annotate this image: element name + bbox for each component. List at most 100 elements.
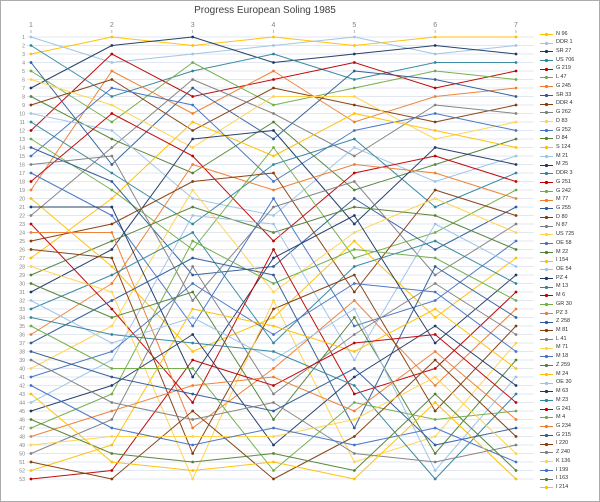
svg-text:12: 12 (19, 128, 25, 134)
svg-text:4: 4 (22, 60, 25, 66)
svg-text:5: 5 (352, 22, 356, 29)
legend-item: M 21 (540, 152, 599, 161)
legend-label: SR 33 (556, 91, 572, 98)
series-oe-58 (29, 171, 518, 328)
legend-marker-icon (540, 320, 553, 324)
series-m-21 (29, 112, 518, 217)
legend-label: G 251 (556, 178, 571, 185)
svg-text:16: 16 (19, 162, 25, 168)
svg-text:8: 8 (22, 94, 25, 100)
series-m-77 (29, 163, 518, 336)
legend-item: G 252 (540, 126, 599, 135)
legend-item: PZ 4 (540, 274, 599, 283)
legend-marker-icon (540, 381, 553, 385)
legend-label: M 81 (556, 327, 569, 334)
legend-marker-icon (540, 32, 553, 36)
series-k-136 (29, 375, 518, 455)
legend-marker-icon (540, 294, 553, 298)
series-g-219 (29, 52, 518, 132)
legend-label: OE 54 (556, 266, 572, 273)
svg-text:27: 27 (19, 256, 25, 262)
legend-label: L 41 (556, 335, 567, 342)
series-m-25 (29, 129, 518, 294)
legend-item: DDR 1 (540, 39, 599, 48)
series-g-241 (29, 333, 518, 481)
legend-marker-icon (540, 311, 553, 315)
svg-text:28: 28 (19, 264, 25, 270)
legend-item: G 262 (540, 108, 599, 117)
legend-marker-icon (540, 276, 553, 281)
legend-label: M 77 (556, 196, 569, 203)
legend-marker-icon (540, 259, 553, 263)
legend-label: D 84 (556, 135, 568, 142)
legend-marker-icon (540, 207, 553, 211)
legend-marker-icon (540, 486, 553, 490)
legend-item: I 220 (540, 440, 599, 449)
legend-item: M 6 (540, 292, 599, 301)
legend-marker-icon (540, 198, 553, 202)
legend-marker-icon (540, 93, 553, 97)
series-line (30, 334, 517, 480)
legend-item: M 81 (540, 326, 599, 335)
series-us-725 (29, 188, 518, 370)
legend-marker-icon (540, 372, 553, 376)
legend-label: PZ 4 (556, 274, 568, 281)
legend-label: M 4 (556, 414, 566, 421)
legend-marker-icon (540, 41, 553, 45)
series-i-214 (29, 392, 518, 481)
svg-text:2: 2 (110, 22, 114, 29)
series-lines (29, 35, 518, 481)
series-us-706 (29, 44, 518, 98)
svg-text:5: 5 (22, 69, 25, 75)
svg-text:48: 48 (19, 434, 25, 440)
series-pz-4 (29, 205, 518, 379)
svg-text:43: 43 (19, 392, 25, 398)
legend-label: L 47 (556, 74, 567, 81)
legend-item: L 41 (540, 335, 599, 344)
series-g-262 (29, 78, 518, 217)
legend-marker-icon (540, 50, 553, 54)
legend-item: US 725 (540, 231, 599, 240)
svg-text:25: 25 (19, 239, 25, 245)
legend-item: L 47 (540, 74, 599, 83)
legend-item: M 71 (540, 344, 599, 353)
series-n-87 (29, 154, 518, 302)
legend-item: GR 30 (540, 300, 599, 309)
legend-item: G 255 (540, 204, 599, 213)
legend-label: G 252 (556, 126, 571, 133)
svg-text:9: 9 (22, 103, 25, 109)
legend-marker-icon (540, 355, 553, 359)
legend-item: D 84 (540, 135, 599, 144)
legend: N 96 DDR 1 SR 27 US 706 G 219 L 47 G 245 SR 33 D… (540, 30, 599, 492)
svg-text:29: 29 (19, 273, 25, 279)
svg-text:39: 39 (19, 358, 25, 364)
svg-text:17: 17 (19, 171, 25, 177)
series-line (30, 53, 517, 131)
series-g-242 (29, 137, 518, 260)
svg-text:52: 52 (19, 468, 25, 474)
legend-label: D 83 (556, 117, 568, 124)
svg-text:15: 15 (19, 154, 25, 160)
legend-label: N 87 (556, 222, 568, 229)
legend-label: M 25 (556, 161, 569, 168)
svg-text:42: 42 (19, 383, 25, 389)
legend-item: PZ 3 (540, 309, 599, 318)
legend-item: M 4 (540, 414, 599, 423)
legend-item: SR 27 (540, 47, 599, 56)
svg-text:14: 14 (19, 145, 25, 151)
svg-text:35: 35 (19, 324, 25, 330)
legend-marker-icon (540, 459, 553, 464)
svg-text:30: 30 (19, 281, 25, 287)
legend-item: OE 30 (540, 379, 599, 388)
legend-label: I 214 (556, 483, 569, 490)
series-g-234 (29, 350, 518, 438)
legend-marker-icon (540, 111, 553, 115)
svg-text:38: 38 (19, 349, 25, 355)
legend-item: G 219 (540, 65, 599, 74)
legend-item: OE 54 (540, 265, 599, 274)
series-d-80 (29, 171, 518, 294)
series-g-252 (29, 86, 518, 183)
svg-text:44: 44 (19, 400, 25, 406)
legend-marker-icon (540, 137, 553, 141)
legend-item: Z 258 (540, 318, 599, 327)
